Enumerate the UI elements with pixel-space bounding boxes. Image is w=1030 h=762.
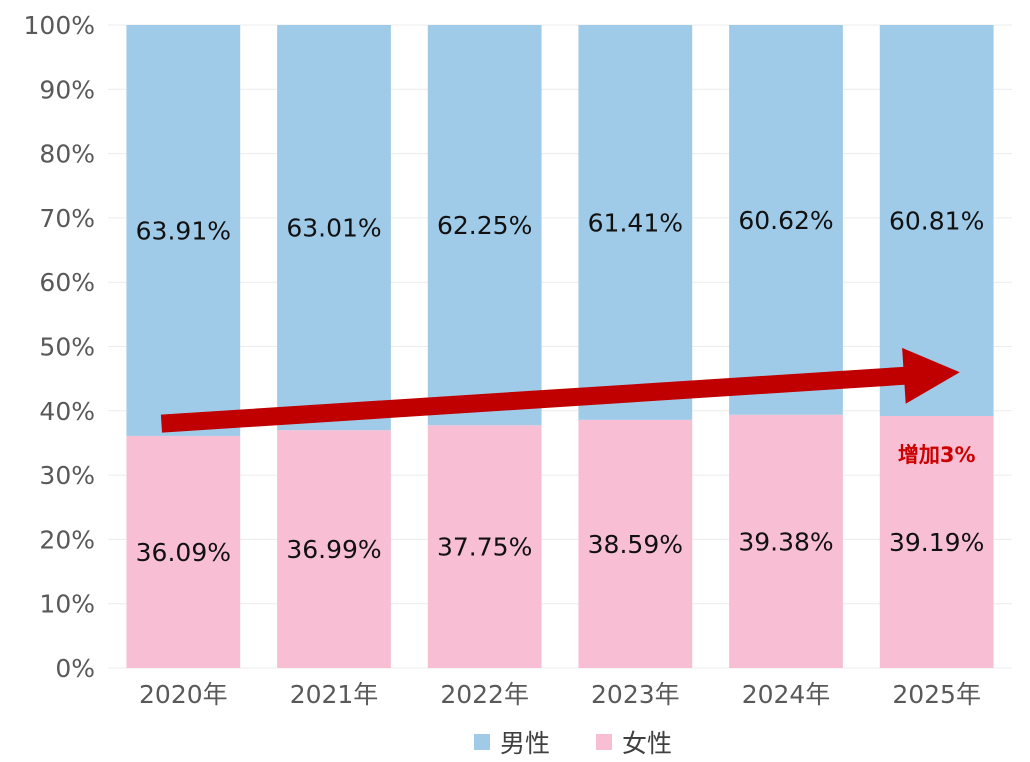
bar-segment xyxy=(126,435,241,668)
y-tick-label: 70% xyxy=(39,204,95,233)
bar-segment xyxy=(879,25,994,417)
bar-segment xyxy=(277,25,391,431)
legend-swatch xyxy=(596,734,612,750)
y-tick-label: 20% xyxy=(39,525,95,554)
data-label: 39.19% xyxy=(889,528,984,557)
bar-segment xyxy=(427,425,542,668)
x-tick-label: 2025年 xyxy=(892,680,981,709)
data-label: 60.81% xyxy=(889,207,984,236)
data-label: 38.59% xyxy=(588,530,683,559)
grid-lines xyxy=(108,24,1012,669)
annotation-label: 增加3% xyxy=(898,443,976,467)
x-tick-label: 2020年 xyxy=(139,680,228,709)
x-axis-ticks: 2020年 2021年 2022年 2023年 2024年 2025年 xyxy=(139,680,981,709)
legend-label: 男性 xyxy=(500,729,550,758)
data-label: 63.01% xyxy=(286,214,381,243)
x-tick-label: 2023年 xyxy=(591,680,680,709)
x-tick-label: 2022年 xyxy=(440,680,529,709)
y-tick-label: 60% xyxy=(39,268,95,297)
x-tick-label: 2024年 xyxy=(742,680,831,709)
y-tick-label: 80% xyxy=(39,140,95,169)
bar-segment xyxy=(729,414,843,668)
bar-segment xyxy=(578,419,693,668)
legend-label: 女性 xyxy=(622,729,672,758)
trend-arrow xyxy=(160,347,960,433)
bar-segment xyxy=(729,25,843,415)
data-label: 37.75% xyxy=(437,533,532,562)
legend: 男性 女性 xyxy=(474,729,672,758)
y-tick-label: 0% xyxy=(55,654,95,683)
x-tick-label: 2021年 xyxy=(290,680,379,709)
bar-segment xyxy=(126,25,241,436)
bars xyxy=(126,25,994,668)
bar-segment xyxy=(427,25,542,426)
data-label: 36.99% xyxy=(286,535,381,564)
bar-segment xyxy=(879,416,994,668)
y-tick-label: 50% xyxy=(39,333,95,362)
y-tick-label: 30% xyxy=(39,461,95,490)
y-axis-ticks: 0% 10% 20% 30% 40% 50% 60% 70% 80% 90% 100% xyxy=(24,11,95,683)
trend-arrow-shape xyxy=(160,347,960,433)
data-label: 60.62% xyxy=(738,206,833,235)
data-label: 39.38% xyxy=(738,527,833,556)
bar-segment xyxy=(277,430,391,668)
data-labels: 36.09% 63.91% 36.99% 63.01% 37.75% 62.25% 38.5… xyxy=(136,206,985,567)
legend-swatch xyxy=(474,734,490,750)
y-tick-label: 40% xyxy=(39,397,95,426)
bar-segment xyxy=(578,25,693,420)
y-tick-label: 90% xyxy=(39,75,95,104)
data-label: 62.25% xyxy=(437,211,532,240)
y-tick-label: 10% xyxy=(39,590,95,619)
y-tick-label: 100% xyxy=(24,11,95,40)
data-label: 36.09% xyxy=(136,538,231,567)
data-label: 61.41% xyxy=(588,208,683,237)
data-label: 63.91% xyxy=(136,216,231,245)
